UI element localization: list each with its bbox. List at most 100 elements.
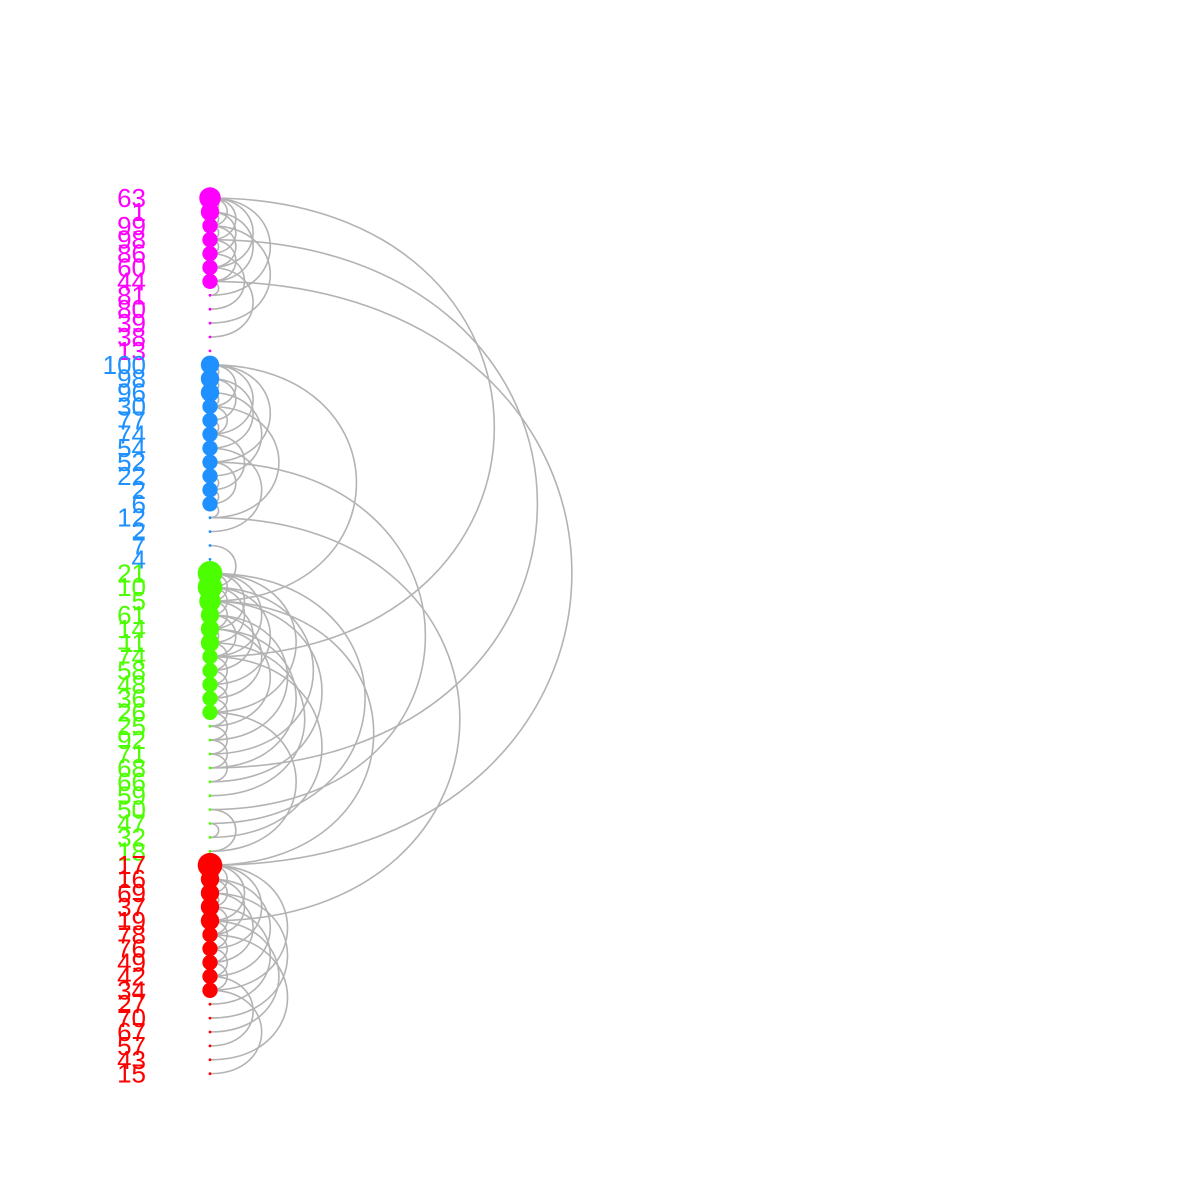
node-point-1 bbox=[200, 202, 220, 222]
node-point-25 bbox=[208, 544, 212, 547]
edge-arc-51 bbox=[209, 600, 375, 866]
edge-arc-30 bbox=[209, 433, 246, 491]
node-label-36: 36 bbox=[117, 683, 146, 713]
edge-arc-12 bbox=[209, 238, 237, 283]
edge-arc-59 bbox=[209, 642, 306, 797]
edge-arc-10 bbox=[209, 225, 271, 324]
node-label-38: 25 bbox=[117, 711, 146, 741]
node-point-13 bbox=[200, 369, 220, 388]
node-point-36 bbox=[202, 690, 218, 707]
node-label-58: 27 bbox=[117, 989, 146, 1019]
node-label-35: 48 bbox=[117, 670, 146, 700]
node-point-46 bbox=[208, 836, 212, 839]
node-point-29 bbox=[199, 590, 221, 612]
node-point-18 bbox=[202, 440, 218, 456]
node-label-12: 100 bbox=[103, 350, 146, 380]
node-point-48 bbox=[197, 852, 223, 878]
node-label-44: 50 bbox=[117, 795, 146, 825]
node-label-28: 10 bbox=[117, 572, 146, 602]
edge-arc-84 bbox=[209, 892, 289, 1019]
node-label-13: 98 bbox=[117, 364, 146, 394]
node-label-59: 70 bbox=[117, 1003, 146, 1033]
edge-arc-61 bbox=[209, 655, 323, 839]
edge-arc-52 bbox=[209, 614, 237, 658]
node-point-52 bbox=[200, 911, 220, 930]
nodes-layer bbox=[197, 187, 223, 1076]
node-label-25: 7 bbox=[132, 531, 146, 561]
node-label-20: 22 bbox=[117, 461, 146, 491]
node-point-3 bbox=[202, 232, 218, 248]
node-point-23 bbox=[208, 516, 212, 520]
node-point-43 bbox=[208, 794, 212, 798]
edge-arc-71 bbox=[209, 822, 220, 839]
node-point-38 bbox=[208, 724, 212, 728]
edge-arc-4 bbox=[209, 197, 271, 297]
node-point-60 bbox=[208, 1030, 212, 1034]
edge-arc-20 bbox=[209, 364, 271, 463]
edge-arc-83 bbox=[209, 892, 254, 964]
node-label-54: 76 bbox=[117, 934, 146, 964]
node-label-27: 21 bbox=[117, 558, 146, 588]
node-label-26: 4 bbox=[132, 544, 146, 574]
node-point-58 bbox=[208, 1002, 212, 1006]
edge-arc-50 bbox=[209, 600, 323, 783]
node-label-4: 86 bbox=[117, 239, 146, 269]
node-label-11: 13 bbox=[117, 336, 146, 366]
node-point-30 bbox=[200, 605, 220, 625]
node-point-33 bbox=[202, 649, 218, 665]
node-point-40 bbox=[208, 752, 212, 756]
node-point-11 bbox=[208, 349, 212, 353]
node-point-26 bbox=[208, 558, 212, 561]
node-label-41: 68 bbox=[117, 753, 146, 783]
node-label-40: 71 bbox=[117, 739, 146, 769]
node-point-31 bbox=[200, 619, 220, 639]
node-label-10: 38 bbox=[117, 322, 146, 352]
edge-arc-70 bbox=[209, 808, 237, 853]
node-label-47: 18 bbox=[117, 836, 146, 866]
edge-arc-78 bbox=[209, 864, 289, 992]
node-point-32 bbox=[200, 633, 220, 652]
node-label-45: 47 bbox=[117, 809, 146, 839]
edge-arc-28 bbox=[209, 405, 280, 519]
node-point-16 bbox=[202, 412, 218, 429]
node-point-10 bbox=[208, 335, 212, 339]
edge-arc-32 bbox=[209, 461, 237, 505]
node-point-34 bbox=[202, 662, 218, 679]
node-point-63 bbox=[208, 1072, 212, 1076]
node-point-7 bbox=[208, 293, 212, 297]
node-label-14: 96 bbox=[117, 378, 146, 408]
node-point-19 bbox=[202, 454, 218, 470]
edge-arc-9 bbox=[209, 225, 237, 269]
node-point-14 bbox=[200, 383, 220, 402]
node-label-63: 15 bbox=[117, 1059, 146, 1089]
node-label-60: 67 bbox=[117, 1017, 146, 1047]
edge-arc-24 bbox=[209, 377, 254, 449]
edge-arc-67 bbox=[209, 725, 228, 755]
node-label-5: 60 bbox=[117, 253, 146, 283]
edge-arc-81 bbox=[209, 878, 271, 978]
node-label-29: 5 bbox=[132, 586, 146, 616]
node-label-52: 19 bbox=[117, 906, 146, 936]
node-point-20 bbox=[202, 468, 218, 484]
node-point-54 bbox=[202, 940, 218, 957]
node-point-24 bbox=[208, 530, 212, 533]
node-label-61: 57 bbox=[117, 1031, 146, 1061]
node-label-9: 39 bbox=[117, 308, 146, 338]
edge-arc-94 bbox=[209, 989, 263, 1075]
node-label-56: 42 bbox=[117, 961, 146, 991]
edge-arc-95 bbox=[209, 516, 461, 922]
node-label-8: 80 bbox=[117, 294, 146, 324]
edge-arc-14 bbox=[209, 266, 254, 338]
edge-arc-7 bbox=[209, 211, 254, 283]
node-label-57: 34 bbox=[117, 975, 146, 1005]
node-label-24: 2 bbox=[132, 517, 146, 547]
edge-arc-16 bbox=[209, 280, 573, 866]
edge-arc-49 bbox=[209, 600, 254, 672]
node-label-18: 54 bbox=[117, 433, 146, 463]
node-point-45 bbox=[208, 822, 212, 825]
edge-arc-40 bbox=[209, 572, 246, 630]
edge-arc-47 bbox=[209, 586, 315, 755]
node-point-57 bbox=[202, 982, 218, 998]
edge-arc-56 bbox=[209, 628, 271, 727]
